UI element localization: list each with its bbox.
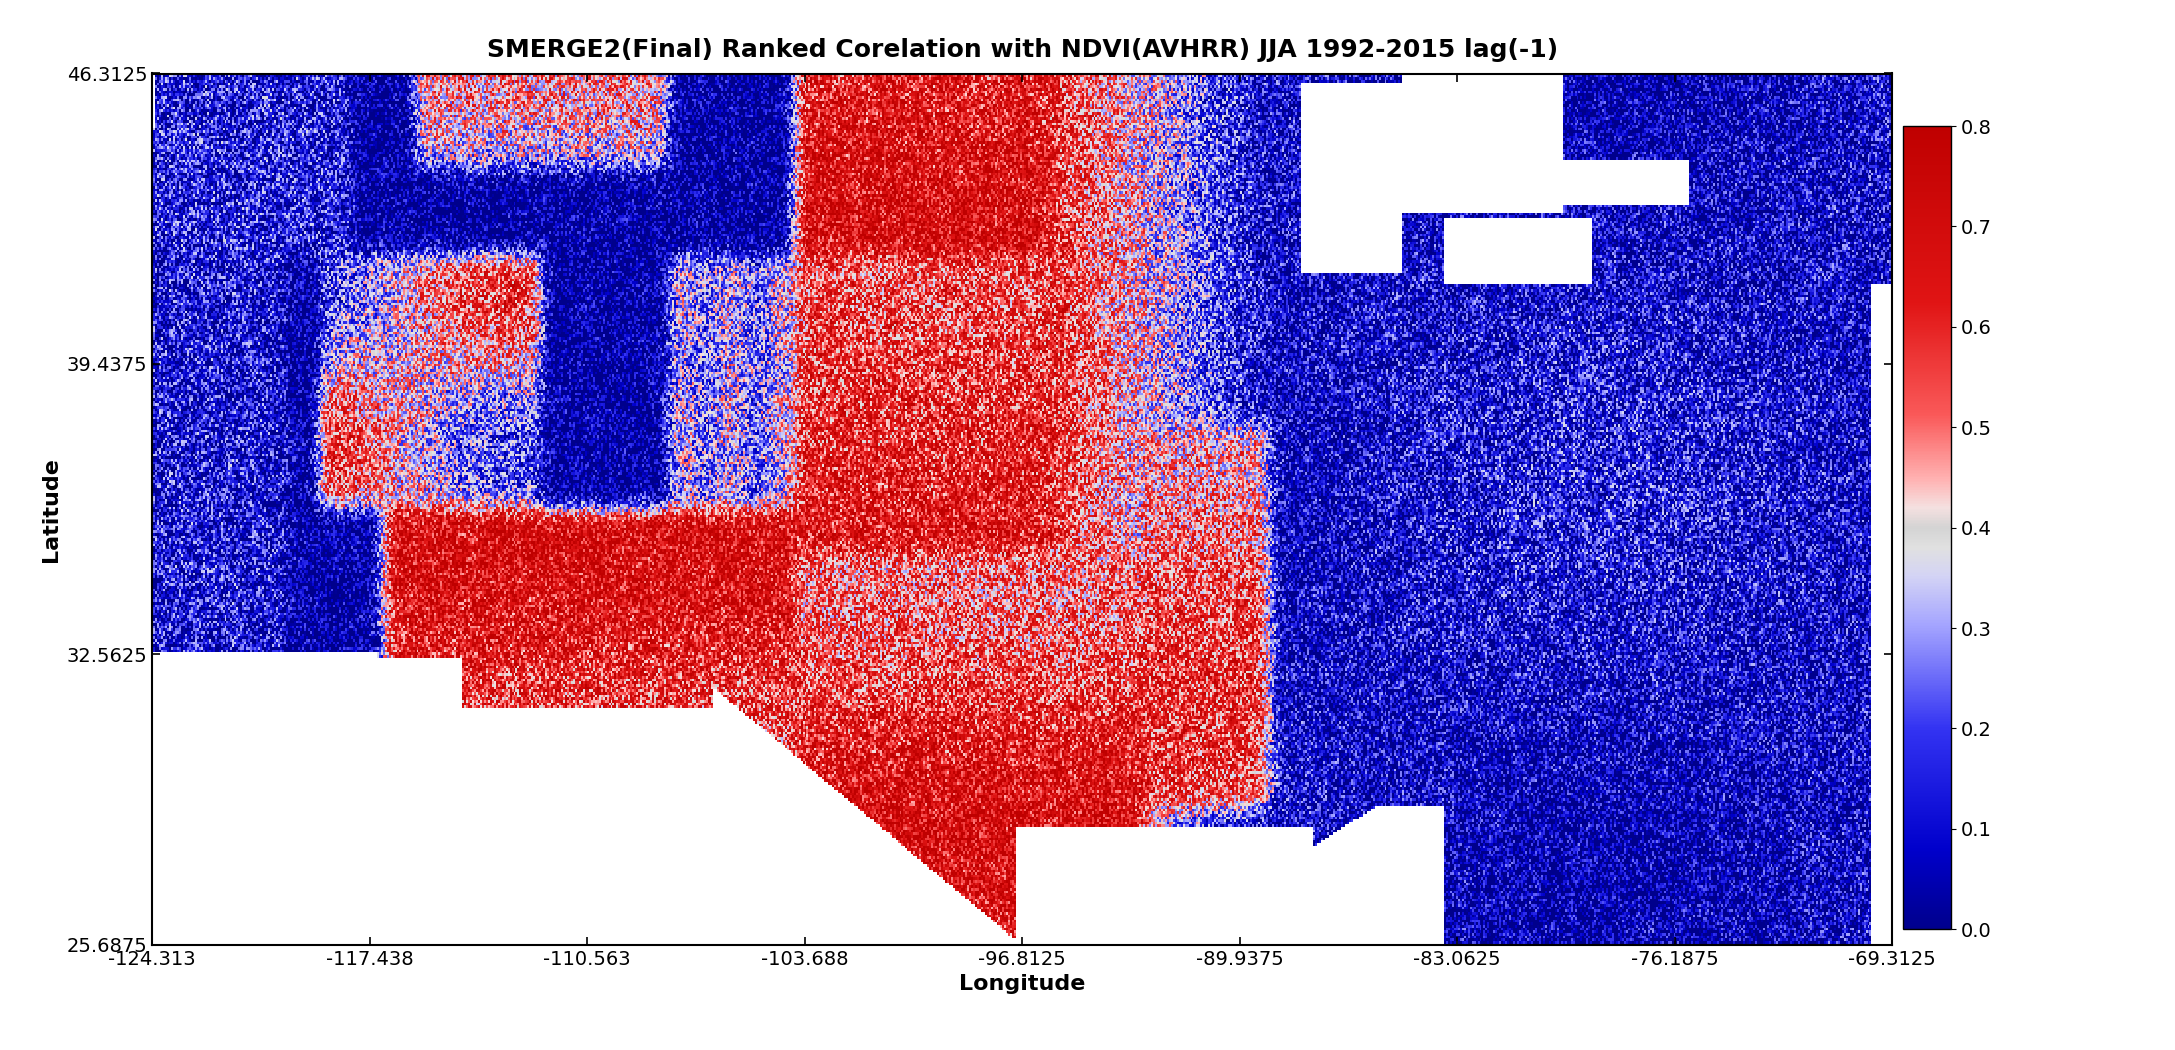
X-axis label: Longitude: Longitude [959,974,1085,994]
Title: SMERGE2(Final) Ranked Corelation with NDVI(AVHRR) JJA 1992-2015 lag(-1): SMERGE2(Final) Ranked Corelation with ND… [487,38,1557,62]
Y-axis label: Latitude: Latitude [41,457,61,562]
